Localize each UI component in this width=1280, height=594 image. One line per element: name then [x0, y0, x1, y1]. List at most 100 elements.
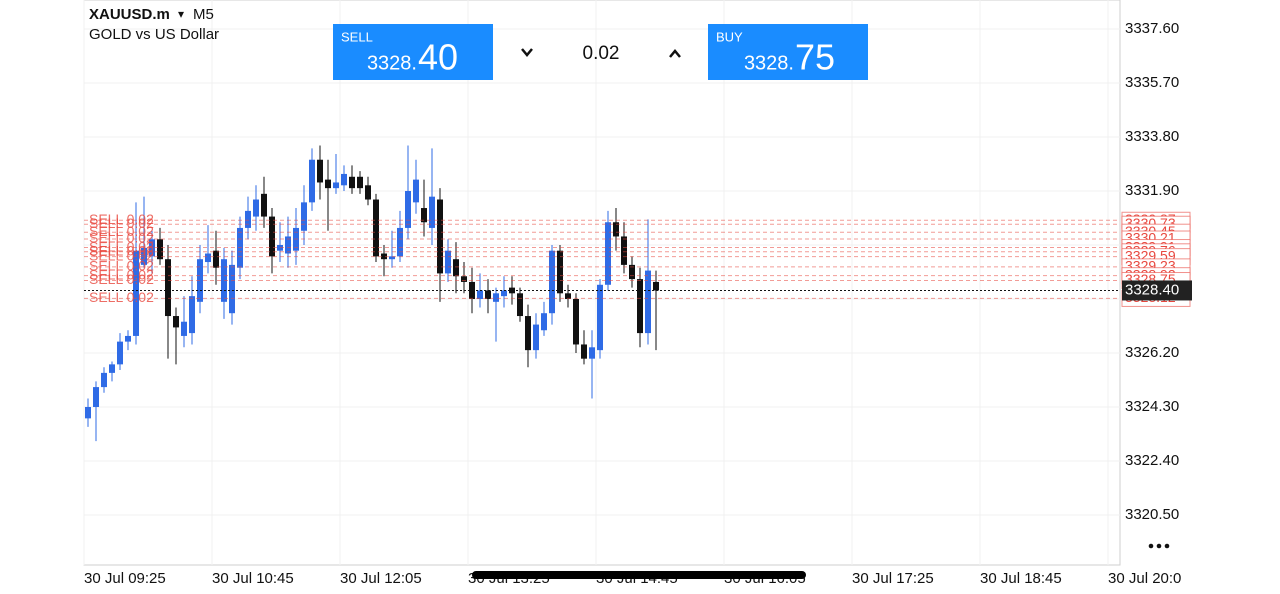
buy-price-big: 75 [795, 37, 835, 78]
lot-increase[interactable] [669, 49, 681, 58]
candle-body [413, 179, 419, 203]
sell-button[interactable] [333, 24, 493, 80]
candle-body [213, 250, 219, 268]
candle-body [397, 227, 403, 257]
sell-label: SELL [341, 29, 373, 44]
candle-body [101, 372, 107, 388]
candle-body [461, 276, 467, 282]
candle-body [613, 222, 619, 237]
candle-body [597, 284, 603, 351]
candle-body [565, 293, 571, 299]
candle-body [621, 236, 627, 265]
candle-body [333, 182, 339, 189]
candle-body [421, 208, 427, 223]
candle-body [309, 159, 315, 203]
order-label: SELL 0.02 [89, 230, 154, 246]
candle-body [85, 406, 91, 419]
candle-body [557, 250, 563, 294]
candle-body [533, 324, 539, 351]
candle-body [285, 236, 291, 254]
candle-body [261, 193, 267, 217]
candle-body [381, 253, 387, 260]
candle-body [581, 344, 587, 359]
symbol-description: GOLD vs US Dollar [89, 26, 219, 43]
candle-body [549, 250, 555, 314]
x-tick-label: 30 Jul 10:45 [212, 570, 294, 587]
candle-body [453, 259, 459, 277]
candle-body [189, 296, 195, 334]
y-tick-label: 3324.30 [1125, 398, 1179, 415]
y-tick-label: 3331.90 [1125, 182, 1179, 199]
current-price-box [1122, 280, 1192, 301]
candle-body [109, 364, 115, 373]
candle-body [589, 347, 595, 359]
lot-size[interactable]: 0.02 [583, 43, 620, 64]
candle-body [181, 321, 187, 336]
more-menu[interactable] [1148, 543, 1170, 549]
candle-body [437, 199, 443, 274]
y-tick-label: 3320.50 [1125, 506, 1179, 523]
y-tick-label: 3335.70 [1125, 74, 1179, 91]
symbol[interactable]: XAUUSD.m [89, 6, 170, 23]
candle-body [245, 210, 251, 228]
candle-body [157, 239, 163, 260]
candle-body [541, 313, 547, 331]
lot-decrease[interactable] [521, 48, 533, 57]
candle-body [229, 264, 235, 314]
candle-body [373, 199, 379, 257]
order-label: SELL 0.02 [89, 243, 154, 259]
y-tick-label: 3326.20 [1125, 344, 1179, 361]
candle-body [117, 341, 123, 365]
buy-label: BUY [716, 29, 743, 44]
symbol-arrow[interactable]: ▾ [178, 7, 184, 21]
candle-body [485, 290, 491, 299]
candle-body [429, 196, 435, 228]
current-price-label: 3328.40 [1125, 281, 1179, 298]
order-label: SELL 0.02 [89, 211, 154, 227]
order-label: SELL 0.02 [89, 223, 154, 239]
y-tick-label: 3333.80 [1125, 128, 1179, 145]
candle-body [517, 293, 523, 317]
y-tick-label: 3337.60 [1125, 20, 1179, 37]
x-tick-label: 30 Jul 17:25 [852, 570, 934, 587]
candle-body [501, 290, 507, 297]
candle-body [325, 179, 331, 189]
dot [1164, 543, 1170, 549]
x-tick-label: 30 Jul 20:0 [1108, 570, 1181, 587]
candle-body [349, 176, 355, 189]
candle-body [573, 298, 579, 345]
buy-button[interactable] [708, 24, 868, 80]
candle-body [301, 202, 307, 231]
candle-body [269, 216, 275, 257]
candle-body [125, 335, 131, 342]
plot-frame [83, 0, 1121, 566]
order-label: SELL 0.02 [89, 266, 154, 282]
order-label: SELL 0.02 [89, 238, 154, 254]
x-tick-label: 30 Jul 18:45 [980, 570, 1062, 587]
timeframe[interactable]: M5 [193, 6, 214, 23]
candle-body [405, 190, 411, 228]
y-tick-label: 3322.40 [1125, 452, 1179, 469]
order-label: SELL 0.02 [89, 258, 154, 274]
candle-body [205, 253, 211, 263]
order-label: SELL 0.02 [89, 289, 154, 305]
sell-price-main: 3328. [367, 52, 417, 74]
candle-body [477, 290, 483, 299]
x-tick-label: 30 Jul 12:05 [340, 570, 422, 587]
candle-body [445, 250, 451, 274]
candle-body [365, 185, 371, 200]
candle-body [253, 199, 259, 217]
order-label: SELL 0.02 [89, 271, 154, 287]
x-tick-label: 30 Jul 09:25 [84, 570, 166, 587]
order-label: SELL 0.02 [89, 247, 154, 263]
buy-price-main: 3328. [744, 52, 794, 74]
candle-body [133, 250, 139, 336]
candle-body [317, 159, 323, 183]
candle-body [645, 270, 651, 334]
candle-body [605, 222, 611, 285]
candle-body [525, 316, 531, 351]
sell-price-big: 40 [418, 37, 458, 78]
candle-body [637, 279, 643, 334]
